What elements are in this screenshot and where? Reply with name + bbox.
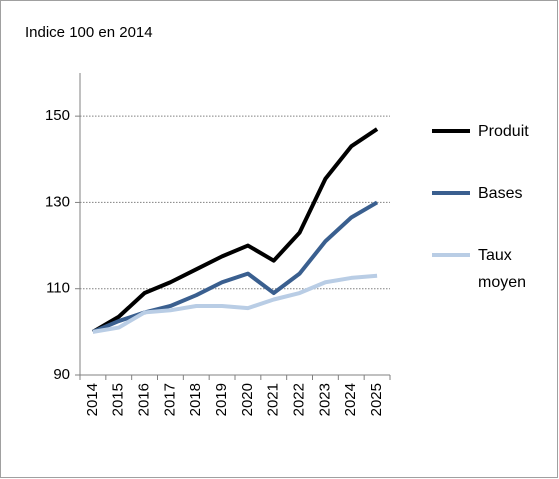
y-tick-label: 150 <box>45 107 70 124</box>
x-tick-label: 2015 <box>110 383 127 416</box>
y-tick-label: 110 <box>46 280 70 297</box>
x-tick-label: 2018 <box>187 383 204 416</box>
x-tick-label: 2014 <box>84 383 101 416</box>
legend-label: Bases <box>478 185 523 202</box>
y-tick-label: 130 <box>45 193 70 210</box>
x-tick-label: 2023 <box>316 383 333 416</box>
chart-title: Indice 100 en 2014 <box>25 24 153 41</box>
legend-label: Produit <box>478 123 529 140</box>
x-tick-label: 2019 <box>213 383 230 416</box>
y-tick-label: 90 <box>53 366 70 383</box>
series-line <box>91 127 379 334</box>
x-tick-label: 2022 <box>291 383 308 416</box>
x-tick-label: 2017 <box>161 383 178 416</box>
x-tick-label: 2020 <box>239 383 256 416</box>
x-tick-label: 2021 <box>265 383 282 416</box>
x-tick-label: 2025 <box>368 383 385 416</box>
x-tick-label: 2024 <box>342 383 359 416</box>
series-line <box>92 273 378 334</box>
x-tick-label: 2016 <box>136 383 153 416</box>
legend-label: Taux moyen <box>478 247 527 291</box>
